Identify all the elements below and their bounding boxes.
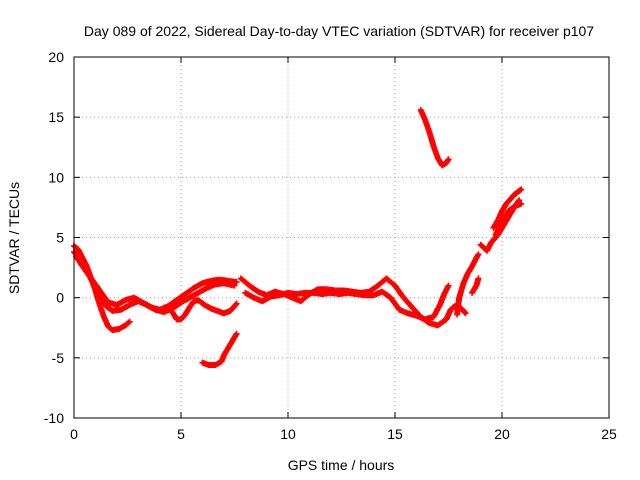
data-point	[475, 251, 482, 258]
data-point	[126, 318, 133, 325]
trace-track-j	[469, 275, 482, 296]
trace-track-e	[199, 330, 240, 369]
axis-ticks: 0 5 10 15 20 25 -10 -5 0 5 10 15 20	[44, 49, 617, 442]
y-tick-label: 5	[56, 230, 64, 246]
y-tick-label: 15	[48, 109, 64, 125]
data-point	[517, 187, 524, 194]
trace-track-i	[454, 251, 482, 318]
trace-track-m	[492, 200, 525, 239]
data-point	[518, 200, 525, 207]
y-axis-label: SDTVAR / TECUs	[6, 182, 22, 294]
trace-track-c	[73, 253, 240, 313]
data-point	[462, 310, 469, 317]
data-points	[71, 106, 525, 369]
x-tick-label: 10	[280, 426, 296, 442]
y-tick-label: 20	[48, 49, 64, 65]
x-tick-label: 5	[177, 426, 185, 442]
data-point	[445, 156, 452, 163]
y-tick-label: -5	[52, 350, 65, 366]
chart-title: Day 089 of 2022, Sidereal Day-to-day VTE…	[84, 23, 594, 39]
data-point	[461, 309, 468, 316]
trace-track-h	[417, 106, 452, 169]
trace-track-g	[242, 282, 452, 323]
data-point	[233, 330, 240, 337]
data-point	[125, 319, 132, 326]
grid	[74, 57, 609, 418]
y-tick-label: 10	[48, 169, 64, 185]
data-point	[445, 282, 452, 289]
data-point	[233, 279, 240, 286]
trace-track-l	[490, 186, 525, 231]
trace-track-d	[169, 297, 240, 323]
data-point	[475, 275, 482, 282]
x-tick-label: 20	[494, 426, 510, 442]
x-tick-label: 15	[387, 426, 403, 442]
x-tick-label: 25	[601, 426, 617, 442]
trace-track-f	[237, 275, 469, 329]
y-tick-label: -10	[44, 410, 64, 426]
y-tick-label: 0	[56, 290, 64, 306]
x-axis-label: GPS time / hours	[288, 457, 395, 473]
data-point	[233, 300, 240, 307]
data-point	[518, 186, 525, 193]
data-point	[232, 301, 239, 308]
x-tick-label: 0	[70, 426, 78, 442]
